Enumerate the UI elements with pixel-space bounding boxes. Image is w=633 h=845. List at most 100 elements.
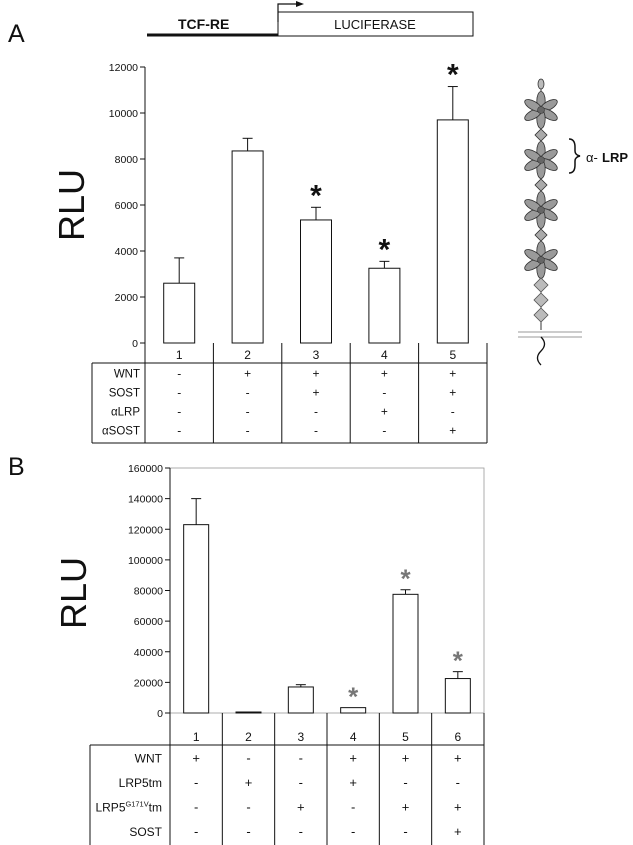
promoter-label: TCF-RE [178,16,229,32]
egf-repeat-icon [534,228,548,242]
ldlr-repeat-icon [533,292,549,308]
x-category-label: 5 [402,730,409,744]
y-tick-label: 80000 [134,586,163,598]
condition-label-superscript: G171V [126,799,149,808]
y-tick-label: 10000 [109,108,138,120]
y-tick-label: 0 [132,338,138,350]
x-category-label: 2 [244,348,251,362]
significance-marker: * [310,179,322,212]
condition-sign: + [312,386,319,400]
condition-sign: - [403,775,407,790]
condition-sign: + [449,367,456,381]
x-category-label: 3 [313,348,320,362]
y-tick-label: 100000 [128,555,163,567]
y-tick-label: 4000 [115,246,139,258]
x-category-label: 1 [193,730,200,744]
condition-sign: - [351,799,355,814]
reporter-construct: TCF-RE LUCIFERASE [147,1,474,37]
bar [444,678,471,714]
condition-sign: + [244,367,251,381]
ldlr-repeat-icon [533,277,549,293]
condition-sign: - [403,824,407,839]
condition-sign: - [177,424,181,438]
y-tick-label: 6000 [115,200,139,212]
condition-sign: - [456,775,460,790]
condition-sign: - [194,775,198,790]
bar [392,593,419,714]
condition-sign: + [402,750,410,765]
condition-sign: - [194,824,198,839]
receptor-tip-icon [537,78,545,90]
condition-sign: - [177,367,181,381]
condition-label-end: tm [149,800,162,814]
x-category-label: 4 [350,730,357,744]
condition-label: LRP5tm [119,776,162,790]
plot-frame [169,467,485,714]
condition-label: SOST [109,388,140,400]
significance-marker: * [453,646,464,676]
x-category-label: 3 [297,730,304,744]
condition-sign: + [449,424,456,438]
condition-sign: - [299,775,303,790]
condition-sign: - [299,824,303,839]
condition-sign: + [297,799,305,814]
significance-marker: * [447,59,459,92]
propeller-hub-icon [537,206,545,214]
condition-sign: + [349,750,357,765]
condition-sign: + [312,367,319,381]
bar [368,267,401,344]
chart-b: 0 20000 40000 60000 80000 100000 120000 140000 1… [89,463,485,845]
y-tick-label: 2000 [115,292,139,304]
condition-sign: - [246,799,250,814]
condition-sign: + [402,799,410,814]
condition-sign: + [449,386,456,400]
chart-b-y-label: RLU [53,557,94,629]
bar [163,282,196,344]
panel-a-letter: A [8,20,25,48]
bar [231,150,264,344]
luciferase-label: LUCIFERASE [334,17,416,32]
condition-sign: - [246,386,250,400]
condition-label: SOST [129,825,162,839]
lrp-receptor-schematic [518,78,582,366]
y-tick-label: 8000 [115,154,139,166]
condition-sign: - [177,405,181,419]
egf-repeat-icon [534,128,548,142]
cytoplasmic-tail-icon [536,336,546,366]
chart-a-y-label: RLU [51,169,92,241]
condition-sign: + [349,775,357,790]
y-tick-label: 120000 [128,524,163,536]
condition-sign: - [382,424,386,438]
chart-a: 0 2000 4000 6000 8000 10000 12000 * * * 1 2 3 4 5 WNT - +… [91,59,488,444]
y-tick-label: 20000 [134,677,163,689]
lrp-antibody-label: LRP [602,150,628,165]
condition-sign: + [381,367,388,381]
bar [287,686,314,714]
condition-label: WNT [114,369,140,381]
condition-sign: + [192,750,200,765]
x-category-label: 5 [449,348,456,362]
x-category-label: 2 [245,730,252,744]
condition-sign: - [351,824,355,839]
transcription-arrow-icon [277,3,298,22]
bar [436,119,469,344]
propeller-hub-icon [537,256,545,264]
y-tick-label: 40000 [134,647,163,659]
bar [300,219,332,344]
condition-sign: + [454,824,462,839]
condition-label: LRP5G171Vtm [95,799,162,814]
y-tick-label: 160000 [128,463,163,475]
bar [235,711,262,714]
condition-sign: - [451,405,455,419]
bar [183,524,210,714]
condition-label: αLRP [111,407,140,419]
brace-icon [568,138,581,174]
condition-sign: + [454,799,462,814]
significance-marker: * [348,682,359,712]
condition-sign: - [194,799,198,814]
significance-marker: * [400,564,411,594]
y-tick-label: 60000 [134,616,163,628]
y-tick-label: 140000 [128,494,163,506]
luciferase-box [277,11,474,37]
